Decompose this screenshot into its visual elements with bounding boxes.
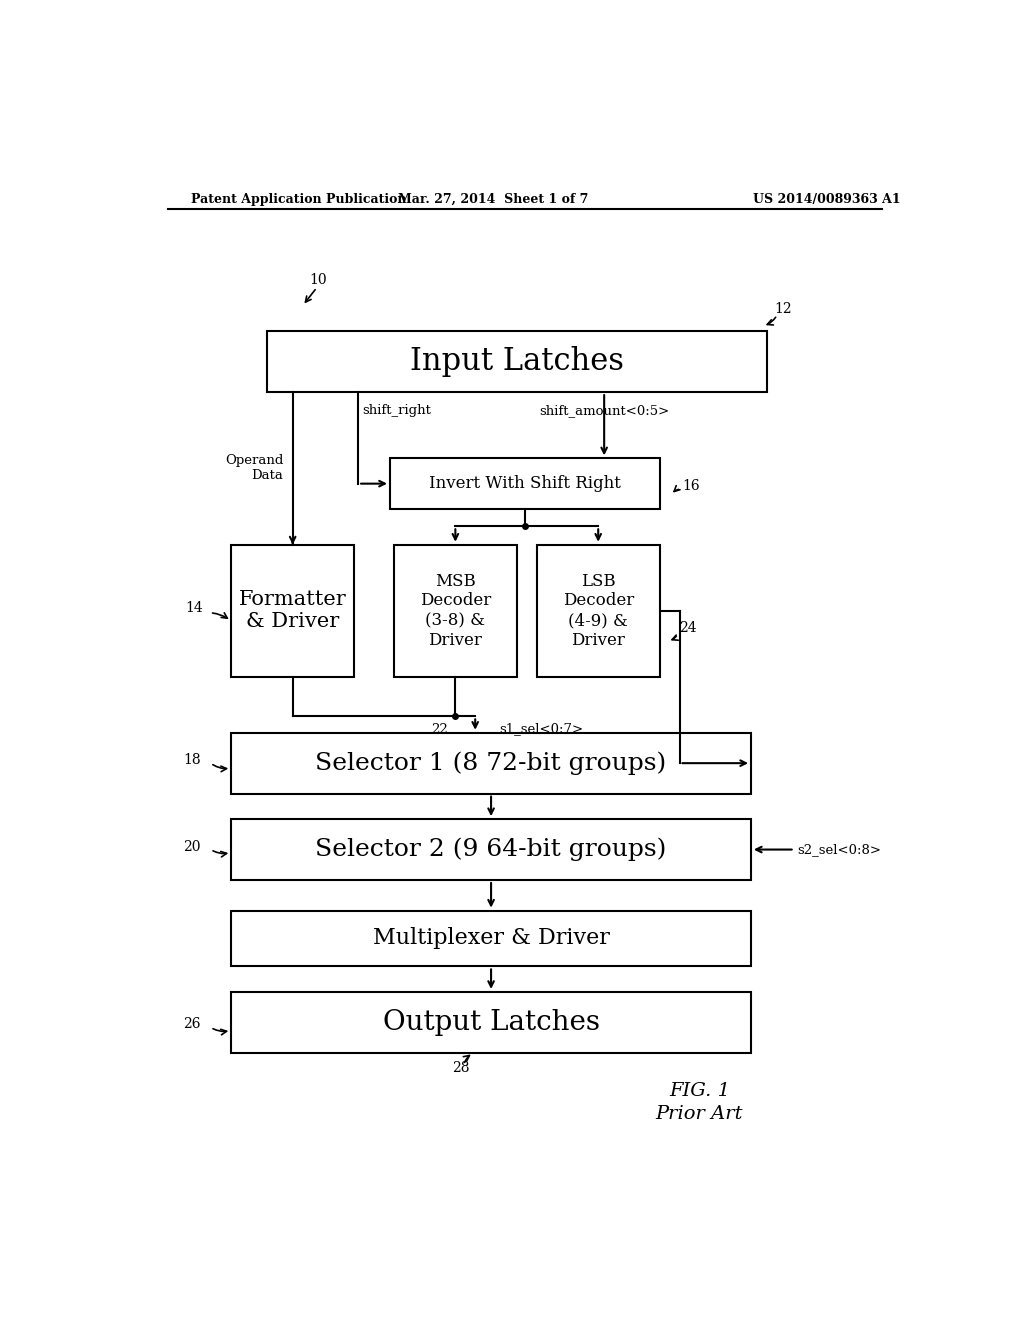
Text: Formatter
& Driver: Formatter & Driver <box>239 590 346 631</box>
Text: Patent Application Publication: Patent Application Publication <box>191 193 407 206</box>
Text: FIG. 1: FIG. 1 <box>669 1082 730 1101</box>
Text: 28: 28 <box>453 1061 470 1074</box>
Text: s2_sel<0:8>: s2_sel<0:8> <box>797 843 881 857</box>
Text: 20: 20 <box>183 840 201 854</box>
FancyBboxPatch shape <box>537 545 659 677</box>
Text: 18: 18 <box>183 754 201 767</box>
FancyBboxPatch shape <box>231 911 751 966</box>
Text: LSB
Decoder
(4-9) &
Driver: LSB Decoder (4-9) & Driver <box>562 573 634 648</box>
Text: Operand
Data: Operand Data <box>225 454 284 482</box>
Text: MSB
Decoder
(3-8) &
Driver: MSB Decoder (3-8) & Driver <box>420 573 490 648</box>
FancyBboxPatch shape <box>231 733 751 793</box>
Text: 26: 26 <box>183 1018 201 1031</box>
FancyBboxPatch shape <box>394 545 517 677</box>
Text: Selector 1 (8 72-bit groups): Selector 1 (8 72-bit groups) <box>315 751 667 775</box>
FancyBboxPatch shape <box>390 458 659 510</box>
Text: s1_sel<0:7>: s1_sel<0:7> <box>499 722 583 735</box>
Text: Input Latches: Input Latches <box>410 346 624 378</box>
Text: 12: 12 <box>774 302 792 315</box>
Text: Selector 2 (9 64-bit groups): Selector 2 (9 64-bit groups) <box>315 838 667 862</box>
Text: 22: 22 <box>431 722 447 735</box>
Text: Prior Art: Prior Art <box>655 1105 743 1123</box>
Text: shift_right: shift_right <box>362 404 431 417</box>
Text: US 2014/0089363 A1: US 2014/0089363 A1 <box>753 193 900 206</box>
Text: Multiplexer & Driver: Multiplexer & Driver <box>373 928 609 949</box>
Text: shift_amount<0:5>: shift_amount<0:5> <box>539 404 670 417</box>
Text: Output Latches: Output Latches <box>383 1008 600 1036</box>
FancyBboxPatch shape <box>267 331 767 392</box>
FancyBboxPatch shape <box>231 545 354 677</box>
Text: 10: 10 <box>309 273 328 288</box>
Text: 16: 16 <box>682 479 699 492</box>
Text: 24: 24 <box>680 620 697 635</box>
Text: Mar. 27, 2014  Sheet 1 of 7: Mar. 27, 2014 Sheet 1 of 7 <box>398 193 588 206</box>
Text: Invert With Shift Right: Invert With Shift Right <box>429 475 621 492</box>
FancyBboxPatch shape <box>231 991 751 1053</box>
FancyBboxPatch shape <box>231 818 751 880</box>
Text: 14: 14 <box>185 601 204 615</box>
